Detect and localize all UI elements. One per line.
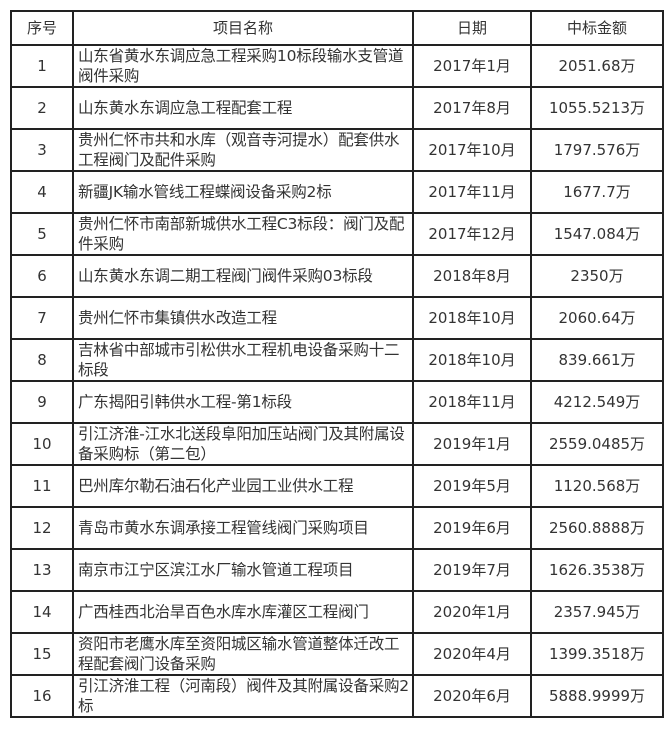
cell-amount: 1120.568万: [530, 464, 664, 508]
cell-amount: 839.661万: [530, 338, 664, 382]
cell-no: 16: [10, 674, 74, 718]
cell-name: 广东揭阳引韩供水工程-第1标段: [72, 380, 414, 424]
cell-amount: 1055.5213万: [530, 86, 664, 130]
cell-amount: 2559.0485万: [530, 422, 664, 466]
cell-name: 广西桂西北治旱百色水库水库灌区工程阀门: [72, 590, 414, 634]
table-row: 16 引江济淮工程（河南段）阀件及其附属设备采购2标 2020年6月 5888.999…: [10, 674, 664, 718]
cell-date: 2017年1月: [412, 44, 532, 88]
cell-no: 1: [10, 44, 74, 88]
cell-name: 新疆JK输水管线工程蝶阀设备采购2标: [72, 170, 414, 214]
cell-date: 2020年4月: [412, 632, 532, 676]
table-row: 15 资阳市老鹰水库至资阳城区输水管道整体迁改工程配套阀门设备采购 2020年4月 1…: [10, 632, 664, 676]
cell-amount: 2060.64万: [530, 296, 664, 340]
cell-no: 12: [10, 506, 74, 550]
cell-no: 15: [10, 632, 74, 676]
cell-date: 2019年7月: [412, 548, 532, 592]
cell-name: 贵州仁怀市南部新城供水工程C3标段：阀门及配件采购: [72, 212, 414, 256]
cell-name: 山东省黄水东调应急工程采购10标段输水支管道阀件采购: [72, 44, 414, 88]
cell-date: 2018年10月: [412, 296, 532, 340]
table-row: 5 贵州仁怀市南部新城供水工程C3标段：阀门及配件采购 2017年12月 1547.0…: [10, 212, 664, 256]
table-row: 3 贵州仁怀市共和水库（观音寺河提水）配套供水工程阀门及配件采购 2017年10月 1…: [10, 128, 664, 172]
cell-no: 11: [10, 464, 74, 508]
table-row: 6 山东黄水东调二期工程阀门阀件采购03标段 2018年8月 2350万: [10, 254, 664, 298]
table-row: 10 引江济淮-江水北送段阜阳加压站阀门及其附属设备采购标（第二包） 2019年1月…: [10, 422, 664, 466]
cell-name: 引江济淮-江水北送段阜阳加压站阀门及其附属设备采购标（第二包）: [72, 422, 414, 466]
cell-date: 2020年6月: [412, 674, 532, 718]
cell-date: 2017年12月: [412, 212, 532, 256]
table-row: 8 吉林省中部城市引松供水工程机电设备采购十二标段 2018年10月 839.661万: [10, 338, 664, 382]
cell-date: 2018年8月: [412, 254, 532, 298]
cell-amount: 1399.3518万: [530, 632, 664, 676]
cell-amount: 4212.549万: [530, 380, 664, 424]
header-row: 序号 项目名称 日期 中标金额: [10, 10, 664, 46]
cell-amount: 1547.084万: [530, 212, 664, 256]
cell-date: 2019年5月: [412, 464, 532, 508]
cell-date: 2019年6月: [412, 506, 532, 550]
cell-date: 2019年1月: [412, 422, 532, 466]
table-row: 2 山东黄水东调应急工程配套工程 2017年8月 1055.5213万: [10, 86, 664, 130]
table-row: 9 广东揭阳引韩供水工程-第1标段 2018年11月 4212.549万: [10, 380, 664, 424]
cell-amount: 5888.9999万: [530, 674, 664, 718]
cell-date: 2017年11月: [412, 170, 532, 214]
header-no: 序号: [10, 10, 74, 46]
cell-name: 南京市江宁区滨江水厂输水管道工程项目: [72, 548, 414, 592]
cell-date: 2020年1月: [412, 590, 532, 634]
table-row: 1 山东省黄水东调应急工程采购10标段输水支管道阀件采购 2017年1月 2051.6…: [10, 44, 664, 88]
cell-no: 14: [10, 590, 74, 634]
cell-amount: 2051.68万: [530, 44, 664, 88]
cell-date: 2017年8月: [412, 86, 532, 130]
cell-no: 7: [10, 296, 74, 340]
header-amount: 中标金额: [530, 10, 664, 46]
header-name: 项目名称: [72, 10, 414, 46]
cell-no: 4: [10, 170, 74, 214]
cell-name: 巴州库尔勒石油石化产业园工业供水工程: [72, 464, 414, 508]
cell-date: 2018年11月: [412, 380, 532, 424]
cell-no: 8: [10, 338, 74, 382]
cell-amount: 2560.8888万: [530, 506, 664, 550]
table-row: 13 南京市江宁区滨江水厂输水管道工程项目 2019年7月 1626.3538万: [10, 548, 664, 592]
cell-amount: 2357.945万: [530, 590, 664, 634]
cell-no: 2: [10, 86, 74, 130]
table-row: 12 青岛市黄水东调承接工程管线阀门采购项目 2019年6月 2560.8888万: [10, 506, 664, 550]
cell-no: 6: [10, 254, 74, 298]
header-date: 日期: [412, 10, 532, 46]
table-row: 4 新疆JK输水管线工程蝶阀设备采购2标 2017年11月 1677.7万: [10, 170, 664, 214]
cell-no: 13: [10, 548, 74, 592]
cell-amount: 1797.576万: [530, 128, 664, 172]
cell-name: 贵州仁怀市集镇供水改造工程: [72, 296, 414, 340]
table-row: 11 巴州库尔勒石油石化产业园工业供水工程 2019年5月 1120.568万: [10, 464, 664, 508]
bid-table: 序号 项目名称 日期 中标金额 1 山东省黄水东调应急工程采购10标段输水支管道阀…: [10, 10, 664, 718]
table-row: 7 贵州仁怀市集镇供水改造工程 2018年10月 2060.64万: [10, 296, 664, 340]
cell-amount: 2350万: [530, 254, 664, 298]
cell-name: 贵州仁怀市共和水库（观音寺河提水）配套供水工程阀门及配件采购: [72, 128, 414, 172]
cell-no: 5: [10, 212, 74, 256]
cell-name: 山东黄水东调应急工程配套工程: [72, 86, 414, 130]
cell-amount: 1677.7万: [530, 170, 664, 214]
cell-no: 9: [10, 380, 74, 424]
cell-name: 吉林省中部城市引松供水工程机电设备采购十二标段: [72, 338, 414, 382]
cell-no: 3: [10, 128, 74, 172]
cell-date: 2017年10月: [412, 128, 532, 172]
cell-date: 2018年10月: [412, 338, 532, 382]
cell-name: 山东黄水东调二期工程阀门阀件采购03标段: [72, 254, 414, 298]
cell-name: 青岛市黄水东调承接工程管线阀门采购项目: [72, 506, 414, 550]
cell-name: 引江济淮工程（河南段）阀件及其附属设备采购2标: [72, 674, 414, 718]
cell-name: 资阳市老鹰水库至资阳城区输水管道整体迁改工程配套阀门设备采购: [72, 632, 414, 676]
cell-amount: 1626.3538万: [530, 548, 664, 592]
table-row: 14 广西桂西北治旱百色水库水库灌区工程阀门 2020年1月 2357.945万: [10, 590, 664, 634]
cell-no: 10: [10, 422, 74, 466]
